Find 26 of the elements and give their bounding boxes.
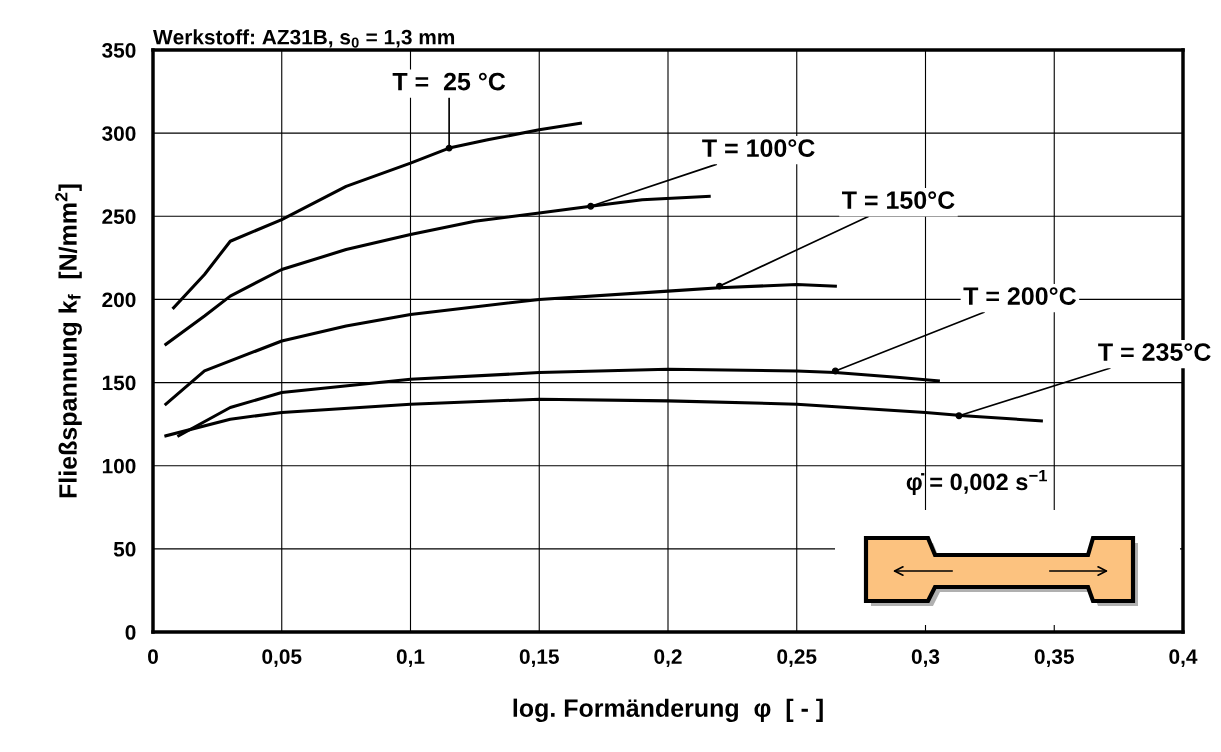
x-tick-label: 0,05 (262, 649, 302, 667)
annotation: T = 235°C (1098, 343, 1211, 361)
y-tick-label: 350 (102, 43, 136, 58)
x-tick-label: 0,1 (396, 649, 425, 667)
y-tick-label: 300 (102, 126, 136, 141)
y-tick-label: 250 (102, 209, 136, 225)
y-tick-label: 0 (125, 625, 136, 640)
annotation: T = 25 °C (392, 72, 506, 91)
annotation: φ̇ = 0,002 s$^{−1}$ (906, 469, 1047, 495)
x-tick-label: 0,25 (777, 649, 817, 667)
y-tick-label: 100 (102, 458, 136, 474)
y-tick-label: 150 (102, 375, 136, 391)
annotation: T = 100°C (702, 139, 815, 157)
y-tick-label: 50 (113, 541, 136, 557)
y-axis-title: Fließspannung k$_{f}$ [N/mm$^{2}$] (55, 184, 82, 498)
x-tick-label: 0,4 (1169, 649, 1198, 667)
x-tick-label: 0,15 (519, 649, 559, 667)
x-tick-label: 0,3 (911, 649, 940, 667)
annotation: T = 200°C (963, 287, 1076, 305)
chart-title: Werkstoff: AZ31B, s$_{0}$ = 1,3 mm (153, 29, 455, 48)
y-tick-label: 200 (102, 292, 136, 308)
x-tick-label: 0,35 (1034, 649, 1074, 667)
x-tick-label: 0,2 (654, 649, 682, 667)
x-axis-title: log. Formänderung φ [ - ] (513, 698, 823, 723)
annotation: T = 150°C (842, 191, 955, 209)
x-tick-label: 0 (148, 649, 158, 664)
